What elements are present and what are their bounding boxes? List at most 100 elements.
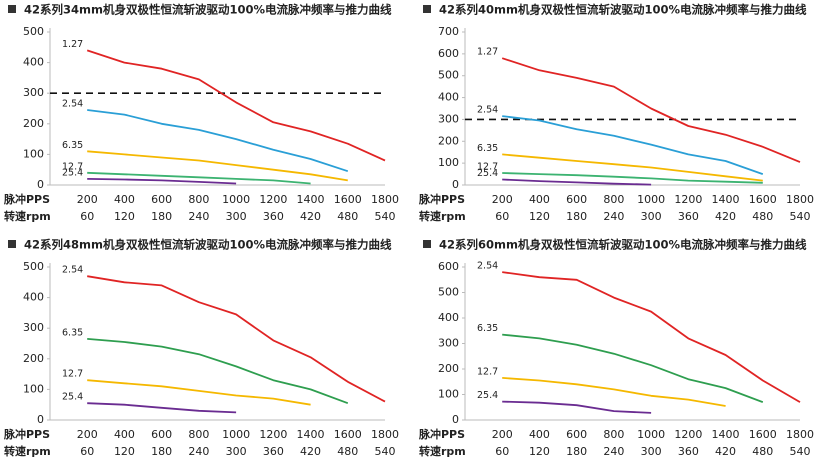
rpm-tick-label: 300: [641, 445, 662, 458]
series-line: [502, 333, 764, 403]
series-label: 12.7: [62, 161, 83, 172]
y-tick-label: 300: [438, 337, 459, 350]
rpm-tick-label: 480: [337, 445, 358, 458]
rpm-tick-label: 540: [375, 210, 396, 223]
x-tick-label: 1400: [297, 193, 325, 206]
x-tick-label: 1600: [334, 193, 362, 206]
y-tick-label: 200: [23, 117, 44, 130]
y-tick-label: 200: [438, 362, 459, 375]
x-tick-label: 1000: [222, 193, 250, 206]
series-line: [502, 400, 652, 414]
rpm-tick-label: 180: [566, 210, 587, 223]
rpm-tick-label: 60: [495, 445, 509, 458]
rpm-tick-label: 360: [263, 210, 284, 223]
y-tick-label: 700: [438, 25, 459, 38]
rpm-tick-label: 300: [226, 445, 247, 458]
series-label: 2.54: [62, 265, 83, 276]
series-label: 2.54: [477, 105, 498, 116]
rpm-tick-label: 420: [300, 210, 321, 223]
x-tick-label: 800: [603, 193, 624, 206]
series-label: 25.4: [62, 167, 83, 178]
y-tick-label: 0: [37, 178, 44, 191]
rpm-row-label: 转速rpm: [419, 444, 466, 458]
series-line: [502, 178, 652, 186]
x-tick-label: 1600: [749, 193, 777, 206]
rpm-tick-label: 180: [151, 445, 172, 458]
y-tick-label: 400: [438, 91, 459, 104]
y-tick-label: 100: [438, 156, 459, 169]
x-tick-label: 1400: [297, 428, 325, 441]
x-tick-label: 1800: [786, 428, 814, 441]
series-line: [87, 275, 386, 403]
title-bullet: [8, 240, 16, 248]
series-label: 25.4: [477, 168, 498, 179]
x-row-label: 脉冲PPS: [3, 427, 50, 441]
x-tick-label: 800: [188, 193, 209, 206]
rpm-tick-label: 300: [641, 210, 662, 223]
title-bullet: [423, 240, 431, 248]
rpm-row-label: 转速rpm: [4, 444, 51, 458]
series-label: 12.7: [477, 366, 498, 377]
x-tick-label: 1000: [637, 428, 665, 441]
series-line: [502, 172, 763, 184]
x-row-label: 脉冲PPS: [418, 192, 465, 206]
x-tick-label: 800: [603, 428, 624, 441]
chart-title: 42系列48mm机身双极性恒流斩波驱动100%电流脉冲频率与推力曲线: [24, 238, 392, 252]
x-tick-label: 1200: [259, 193, 287, 206]
y-tick-label: 400: [23, 56, 44, 69]
y-tick-label: 500: [438, 286, 459, 299]
title-bullet: [8, 5, 16, 13]
x-tick-label: 400: [529, 428, 550, 441]
title-bullet: [423, 5, 431, 13]
series-label: 12.7: [477, 161, 498, 172]
series-label: 25.4: [477, 390, 498, 401]
y-tick-label: 500: [23, 25, 44, 38]
y-tick-label: 0: [452, 413, 459, 426]
series-line: [502, 115, 764, 175]
x-tick-label: 200: [492, 428, 513, 441]
series-line: [502, 271, 801, 403]
y-tick-label: 300: [23, 321, 44, 334]
y-tick-label: 100: [23, 147, 44, 160]
x-tick-label: 1200: [259, 428, 287, 441]
x-tick-label: 1800: [786, 193, 814, 206]
rpm-tick-label: 120: [529, 445, 550, 458]
x-tick-label: 1400: [712, 193, 740, 206]
rpm-tick-label: 480: [752, 210, 773, 223]
series-label: 1.27: [62, 39, 83, 50]
series-line: [502, 377, 726, 407]
x-tick-label: 1800: [371, 428, 399, 441]
y-tick-label: 100: [438, 388, 459, 401]
series-label: 2.54: [62, 99, 83, 110]
rpm-tick-label: 120: [114, 210, 135, 223]
rpm-tick-label: 240: [603, 210, 624, 223]
rpm-tick-label: 360: [263, 445, 284, 458]
series-line: [87, 109, 349, 173]
rpm-tick-label: 60: [80, 210, 94, 223]
x-row-label: 脉冲PPS: [418, 427, 465, 441]
series-line: [502, 153, 763, 182]
x-tick-label: 1200: [674, 428, 702, 441]
rpm-row-label: 转速rpm: [4, 209, 51, 223]
chart-title: 42系列40mm机身双极性恒流斩波驱动100%电流脉冲频率与推力曲线: [439, 3, 807, 17]
rpm-tick-label: 120: [114, 445, 135, 458]
rpm-tick-label: 300: [226, 210, 247, 223]
rpm-tick-label: 420: [715, 210, 736, 223]
series-line: [87, 402, 237, 414]
rpm-tick-label: 420: [300, 445, 321, 458]
y-tick-label: 300: [23, 86, 44, 99]
series-label: 2.54: [477, 261, 498, 272]
rpm-tick-label: 240: [603, 445, 624, 458]
series-line: [87, 150, 348, 182]
rpm-tick-label: 240: [188, 445, 209, 458]
series-line: [87, 338, 349, 405]
y-tick-label: 0: [452, 178, 459, 191]
rpm-tick-label: 480: [337, 210, 358, 223]
series-line: [501, 57, 801, 163]
rpm-tick-label: 360: [678, 210, 699, 223]
rpm-tick-label: 180: [151, 210, 172, 223]
series-label: 6.35: [477, 143, 498, 154]
x-tick-label: 600: [151, 193, 172, 206]
rpm-tick-label: 420: [715, 445, 736, 458]
y-tick-label: 400: [438, 311, 459, 324]
